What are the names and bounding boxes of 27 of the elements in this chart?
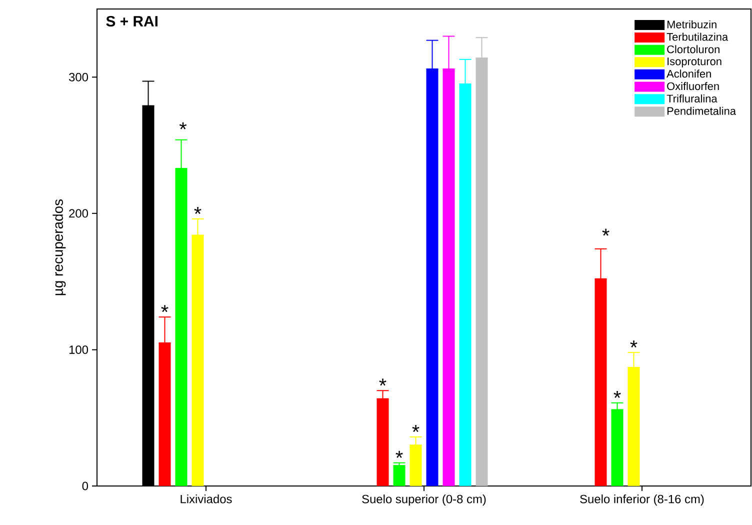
annotation: *	[194, 206, 202, 214]
legend-label: Isoproturon	[668, 58, 722, 68]
x-tick-label: Suelo superior (0-8 cm)	[362, 494, 486, 506]
y-tick-label: 0	[82, 482, 88, 490]
y-tick-label: 300	[68, 72, 88, 82]
legend-label: Clortoluron	[667, 45, 720, 54]
x-tick-label: Suelo inferior (8-16 cm)	[580, 494, 704, 506]
annotation: *	[396, 450, 403, 458]
y-axis-title: µg recuperados	[52, 199, 66, 296]
chart-title: S + RAI	[106, 16, 158, 27]
y-tick-label: 100	[69, 345, 88, 354]
annotation: *	[179, 122, 187, 130]
annotation: *	[412, 425, 420, 432]
legend-label: Trifluralina	[666, 94, 718, 102]
legend-label: Oxifluorfen	[667, 82, 719, 90]
bar	[393, 466, 406, 486]
annotation: *	[630, 340, 638, 348]
legend-label: Terbutilazina	[666, 32, 728, 41]
legend-label: Pendimetalina	[667, 106, 736, 115]
legend-label: Aclonifen	[666, 70, 711, 78]
y-tick-label: 200	[69, 209, 88, 218]
annotation: *	[614, 390, 621, 398]
legend-label: Metribuzin	[667, 20, 716, 28]
annotation: *	[379, 378, 386, 386]
annotation: *	[161, 305, 168, 312]
x-tick-label: Lixiviados	[180, 494, 232, 504]
annotation: *	[602, 228, 610, 236]
